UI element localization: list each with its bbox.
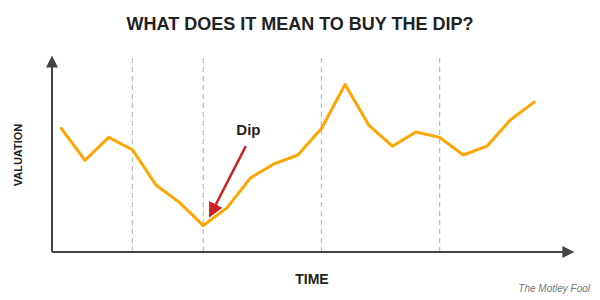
plot-area (61, 84, 534, 225)
annotation: Dip (236, 121, 260, 138)
x-axis (52, 251, 572, 253)
line (61, 84, 534, 225)
chart-container: WHAT DOES IT MEAN TO BUY THE DIP? Dip TIME… (0, 0, 600, 300)
annotation-arrow (210, 146, 245, 215)
grid-line (203, 58, 204, 252)
chart-svg: WHAT DOES IT MEAN TO BUY THE DIP? Dip TIME… (0, 0, 600, 300)
grid-line (439, 58, 440, 252)
grid-line (321, 58, 322, 252)
grid-line (132, 58, 133, 252)
x-axis-label: TIME (295, 271, 328, 287)
grid (132, 58, 439, 252)
title: WHAT DOES IT MEAN TO BUY THE DIP? (126, 14, 473, 34)
y-axis-label: VALUATION (12, 124, 24, 187)
y-axis (51, 58, 53, 252)
watermark: The Motley Fool (518, 283, 590, 294)
